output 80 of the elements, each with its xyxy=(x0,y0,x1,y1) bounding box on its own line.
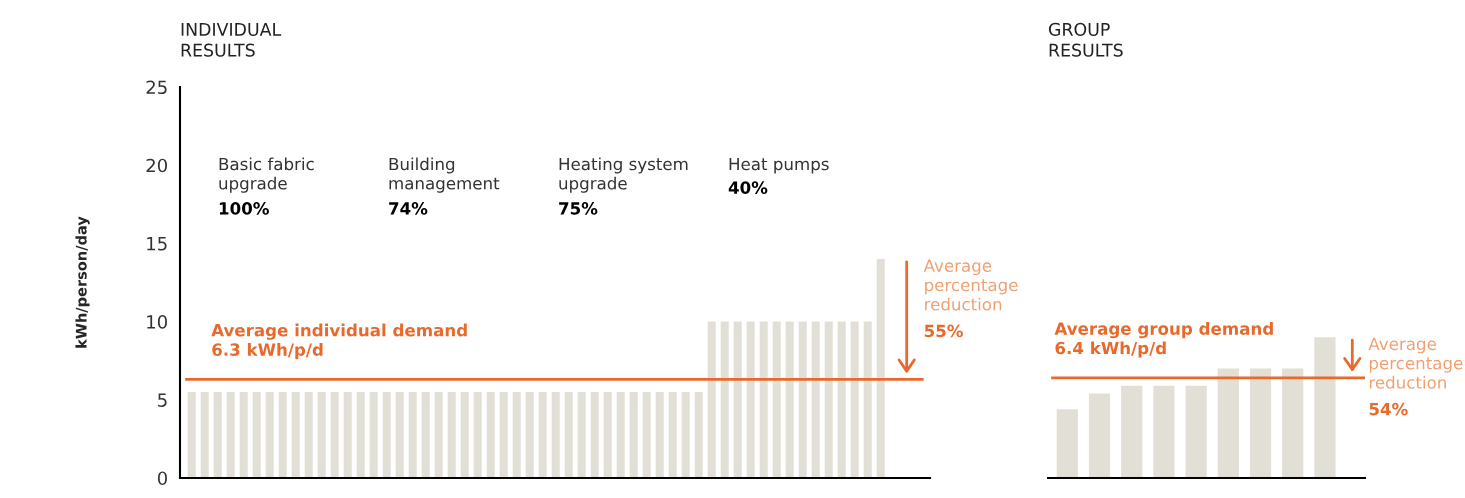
bar xyxy=(1056,409,1078,478)
bar xyxy=(304,391,313,478)
bar xyxy=(421,391,430,478)
bar xyxy=(785,321,794,478)
bar xyxy=(486,391,495,478)
bar xyxy=(1121,385,1143,478)
bar xyxy=(772,321,781,478)
bar xyxy=(850,321,859,478)
bar xyxy=(187,391,196,478)
bar xyxy=(798,321,807,478)
bar xyxy=(811,321,820,478)
bar xyxy=(876,259,885,478)
bar xyxy=(369,391,378,478)
bar xyxy=(252,391,261,478)
bar xyxy=(434,391,443,478)
bar xyxy=(1249,368,1272,478)
bar xyxy=(629,391,638,478)
y-axis-title: kWh/person/day xyxy=(75,216,90,348)
bar xyxy=(460,391,469,478)
bar xyxy=(213,391,222,478)
bar xyxy=(395,391,404,478)
bar xyxy=(1314,337,1336,478)
y-tick-label: 15 xyxy=(147,237,167,251)
bar xyxy=(408,391,417,478)
bar xyxy=(291,391,300,478)
bar xyxy=(837,321,846,478)
y-tick-label: 0 xyxy=(157,471,167,486)
bar xyxy=(200,391,209,478)
bar xyxy=(551,391,560,478)
bar xyxy=(863,321,872,478)
annotation: Basic fabric upgrade 100% xyxy=(219,157,314,215)
bar xyxy=(1185,385,1207,478)
bar xyxy=(1088,393,1111,478)
bar xyxy=(564,391,573,478)
text: Average percentage reduction 55% xyxy=(923,259,1018,338)
bar xyxy=(720,321,729,478)
bar xyxy=(525,391,534,478)
bar xyxy=(759,321,768,478)
bar xyxy=(473,391,482,478)
bar xyxy=(1282,368,1304,478)
bar xyxy=(616,391,625,478)
bar xyxy=(343,391,352,478)
annotation: Heat pumps 40% xyxy=(728,157,829,194)
bar xyxy=(265,391,274,478)
text: Average percentage reduction 54% xyxy=(1368,337,1463,416)
annotation: Heating system upgrade 75% xyxy=(559,157,688,215)
bar xyxy=(655,391,664,478)
bar xyxy=(733,321,742,478)
chart-title: GROUP RESULTS xyxy=(1048,22,1123,57)
bar xyxy=(642,391,651,478)
y-tick-label: 10 xyxy=(147,315,167,329)
chart-title: INDIVIDUAL RESULTS xyxy=(181,23,282,57)
bar xyxy=(824,321,833,478)
y-tick-label: 5 xyxy=(158,393,167,407)
bar xyxy=(512,391,521,478)
bar xyxy=(538,391,547,478)
bar xyxy=(356,391,365,478)
annotation: Building management 74% xyxy=(389,157,500,215)
bar xyxy=(317,391,326,478)
bar xyxy=(447,391,456,478)
bar xyxy=(382,391,391,478)
bar xyxy=(590,391,599,478)
bar xyxy=(577,391,586,478)
bar xyxy=(278,391,287,478)
bar xyxy=(668,391,677,478)
ref-line-label: Average individual demand 6.3 kWh/p/d xyxy=(211,323,467,360)
bar xyxy=(1153,385,1175,478)
bar xyxy=(746,321,755,478)
bar xyxy=(707,321,716,478)
bar xyxy=(603,391,612,478)
bar xyxy=(499,391,508,478)
bar xyxy=(694,391,703,478)
bar xyxy=(1217,368,1239,478)
ref-line-label: Average group demand 6.4 kWh/p/d xyxy=(1054,322,1273,358)
bar xyxy=(226,391,235,478)
y-tick-label: 20 xyxy=(146,158,167,173)
y-tick-label: 25 xyxy=(146,80,167,95)
bar xyxy=(330,391,339,478)
bar xyxy=(681,391,690,478)
bar xyxy=(239,391,248,478)
